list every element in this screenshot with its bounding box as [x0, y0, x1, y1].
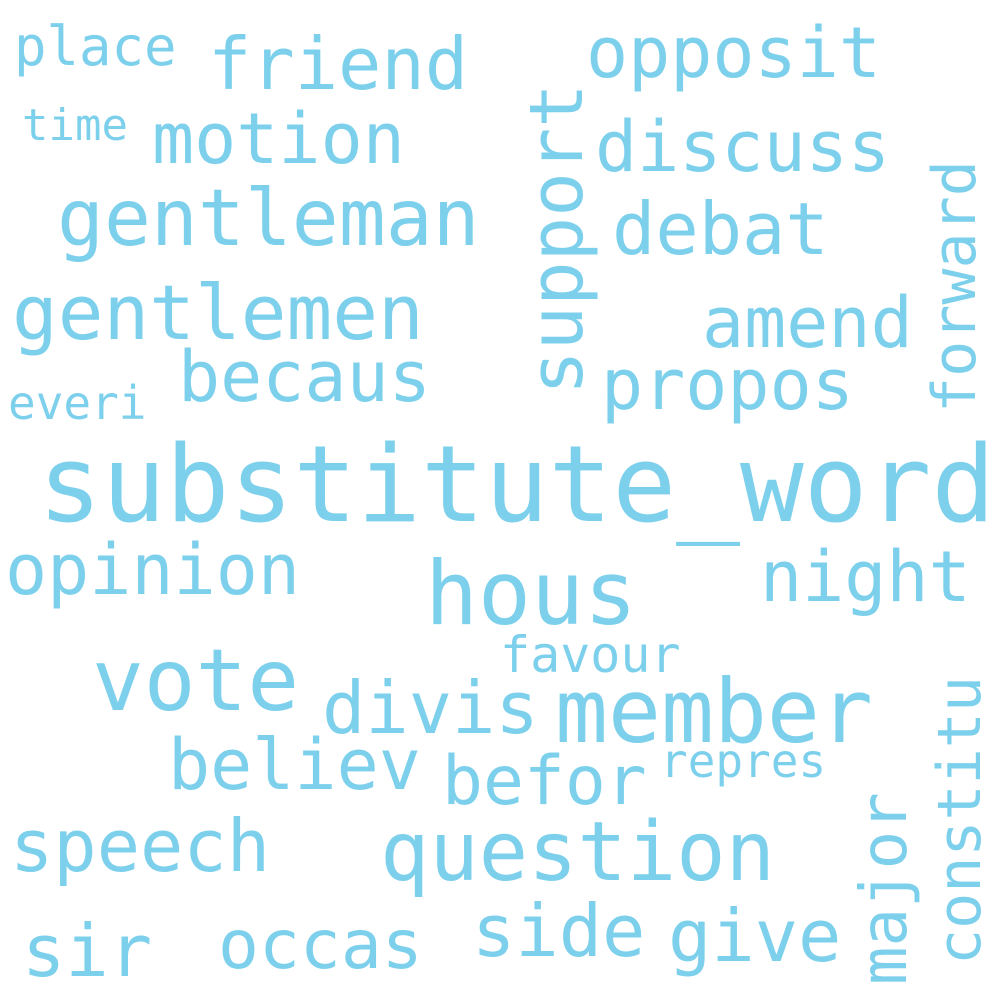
word-constitu: constitu — [925, 676, 995, 965]
word-motion: motion — [152, 98, 405, 180]
word-friend: friend — [208, 22, 469, 106]
word-favour: favour — [500, 626, 681, 684]
word-amend: amend — [702, 282, 913, 364]
word-believ: believ — [168, 724, 421, 806]
word-opinion: opinion — [5, 529, 301, 611]
word-hous: hous — [425, 542, 637, 645]
word-speech: speech — [10, 804, 271, 888]
word-night: night — [760, 536, 971, 618]
word-repres: repres — [660, 734, 827, 788]
word-discuss: discuss — [595, 106, 891, 188]
word-support: support — [514, 83, 600, 395]
word-debat: debat — [612, 187, 829, 271]
word-time: time — [22, 100, 128, 151]
word-substitute-word: substitute_word — [38, 423, 996, 546]
word-give: give — [668, 894, 842, 978]
word-everi: everi — [8, 376, 147, 430]
word-opposit: opposit — [586, 12, 882, 94]
word-becaus: becaus — [178, 336, 431, 418]
word-forward: forward — [920, 160, 990, 413]
word-sir: sir — [22, 909, 153, 993]
word-propos: propos — [601, 344, 854, 426]
word-divis: divis — [322, 666, 539, 750]
word-question: question — [380, 805, 775, 900]
word-member: member — [555, 660, 873, 763]
word-gentlemen: gentlemen — [12, 268, 424, 357]
word-occas: occas — [218, 906, 423, 985]
word-major: major — [848, 792, 922, 985]
word-side: side — [472, 889, 646, 973]
word-gentleman: gentleman — [57, 174, 480, 264]
word-place: place — [14, 15, 177, 78]
word-befor: befor — [442, 742, 647, 821]
word-vote: vote — [92, 631, 300, 731]
